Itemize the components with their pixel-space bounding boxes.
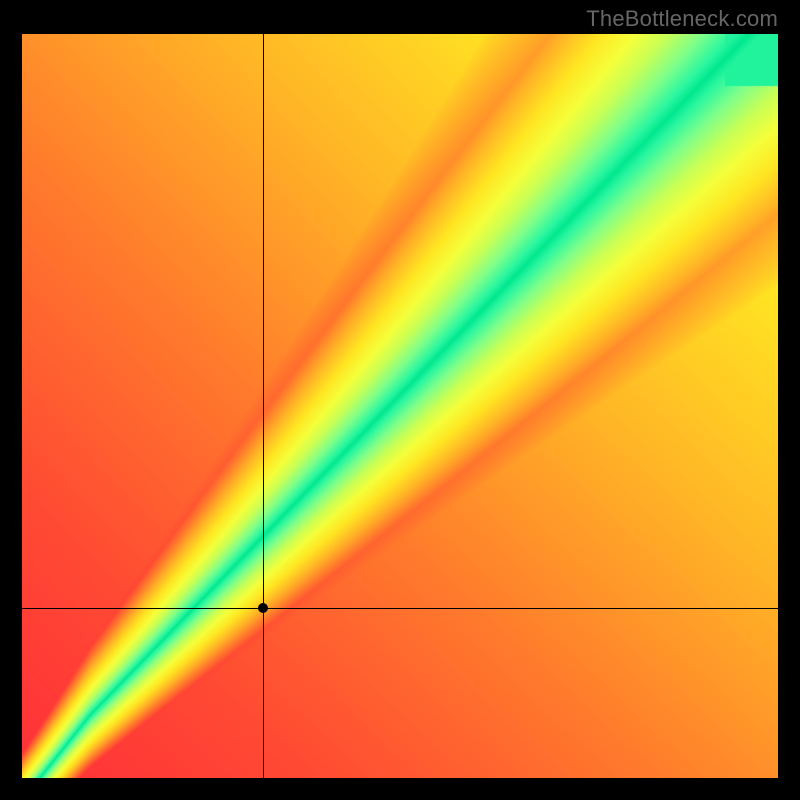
- plot-frame: [22, 34, 778, 778]
- outer-frame: TheBottleneck.com: [0, 0, 800, 800]
- bottleneck-heatmap: [22, 34, 778, 778]
- watermark-text: TheBottleneck.com: [586, 6, 778, 32]
